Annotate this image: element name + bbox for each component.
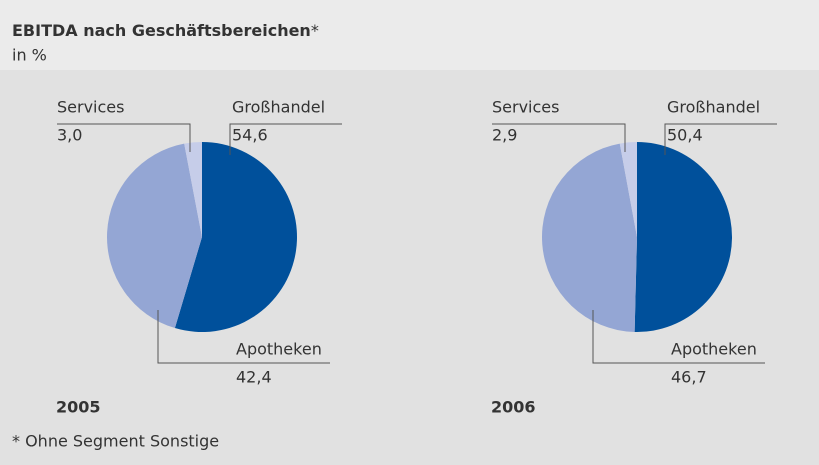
pie-title: 2006: [491, 398, 536, 417]
pie-slice: [174, 142, 297, 332]
leader-line: [57, 123, 191, 152]
slice-value: 50,4: [667, 126, 703, 145]
pie-slice: [619, 142, 637, 237]
slice-name: Apotheken: [236, 340, 322, 359]
slice-value: 54,6: [232, 126, 268, 145]
pie-slice: [184, 142, 202, 237]
title-text: EBITDA nach Geschäftsbereichen: [12, 21, 311, 40]
leader-line: [592, 310, 765, 364]
pie-title: 2005: [56, 398, 101, 417]
slice-name: Großhandel: [667, 98, 760, 117]
leader-line: [492, 123, 626, 152]
slice-value: 46,7: [671, 368, 707, 387]
slice-name: Großhandel: [232, 98, 325, 117]
pie-slice: [542, 143, 637, 332]
leader-line: [664, 123, 777, 155]
title-mark: *: [311, 21, 319, 40]
slice-value: 2,9: [492, 126, 517, 145]
slice-name: Apotheken: [671, 340, 757, 359]
subtitle: in %: [12, 46, 47, 65]
footnote: * Ohne Segment Sonstige: [12, 432, 219, 451]
header-band: [0, 0, 819, 70]
slice-value: 3,0: [57, 126, 82, 145]
title: EBITDA nach Geschäftsbereichen*: [12, 21, 319, 40]
slice-value: 42,4: [236, 368, 272, 387]
slice-name: Services: [57, 98, 124, 117]
leader-line: [229, 123, 342, 155]
leader-line: [157, 310, 330, 364]
pie-slice: [634, 142, 732, 332]
pie-slice: [106, 143, 202, 329]
slice-name: Services: [492, 98, 559, 117]
